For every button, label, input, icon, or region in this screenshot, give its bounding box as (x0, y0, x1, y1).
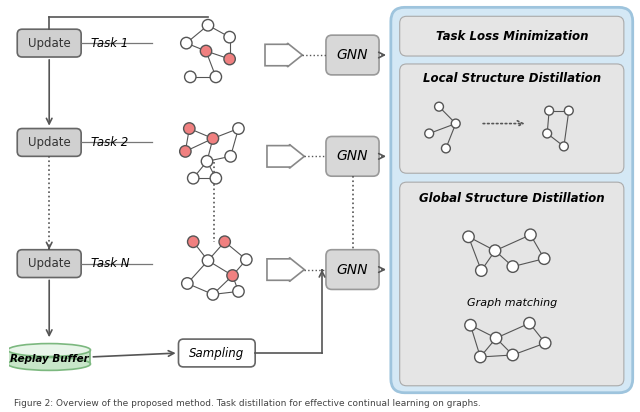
Text: Sampling: Sampling (189, 346, 244, 360)
FancyBboxPatch shape (8, 350, 90, 364)
Circle shape (188, 236, 199, 248)
Circle shape (233, 123, 244, 134)
Ellipse shape (8, 358, 90, 370)
FancyBboxPatch shape (326, 250, 379, 290)
Circle shape (210, 173, 221, 184)
Polygon shape (265, 43, 302, 67)
Circle shape (545, 106, 554, 115)
Circle shape (476, 265, 487, 276)
Circle shape (463, 231, 474, 243)
FancyBboxPatch shape (400, 182, 624, 386)
FancyBboxPatch shape (400, 64, 624, 173)
FancyBboxPatch shape (400, 16, 624, 56)
Circle shape (564, 106, 573, 115)
Text: Figure 2: Overview of the proposed method. Task distillation for effective conti: Figure 2: Overview of the proposed metho… (14, 399, 481, 408)
Circle shape (224, 53, 236, 65)
Text: Update: Update (28, 136, 70, 149)
Circle shape (435, 102, 444, 111)
Circle shape (202, 255, 214, 267)
Circle shape (475, 351, 486, 363)
Circle shape (507, 349, 518, 361)
Circle shape (490, 332, 502, 344)
Text: Replay Buffer: Replay Buffer (10, 354, 88, 364)
Ellipse shape (8, 344, 90, 356)
Circle shape (507, 261, 518, 272)
Text: Task 1: Task 1 (91, 37, 128, 49)
Circle shape (451, 119, 460, 128)
FancyBboxPatch shape (326, 35, 379, 75)
Circle shape (207, 133, 219, 144)
Circle shape (540, 337, 551, 349)
Text: Update: Update (28, 37, 70, 49)
Circle shape (207, 289, 219, 300)
FancyBboxPatch shape (17, 250, 81, 278)
Circle shape (524, 317, 535, 329)
Circle shape (184, 123, 195, 134)
Text: Global Structure Distillation: Global Structure Distillation (419, 192, 605, 204)
Circle shape (210, 71, 221, 83)
Text: Graph matching: Graph matching (467, 298, 557, 308)
Text: Task 2: Task 2 (91, 136, 128, 149)
Circle shape (180, 37, 192, 49)
Circle shape (465, 319, 476, 331)
Text: Task Loss Minimization: Task Loss Minimization (436, 30, 588, 43)
FancyBboxPatch shape (17, 29, 81, 57)
Circle shape (525, 229, 536, 241)
Text: GNN: GNN (337, 262, 368, 276)
Circle shape (184, 71, 196, 83)
Text: GNN: GNN (337, 149, 368, 163)
Circle shape (442, 144, 451, 153)
Polygon shape (267, 145, 305, 168)
Text: Update: Update (28, 257, 70, 270)
Circle shape (188, 173, 199, 184)
Text: Task N: Task N (91, 257, 129, 270)
Text: GNN: GNN (337, 48, 368, 62)
Circle shape (224, 31, 236, 43)
Circle shape (202, 156, 212, 167)
Circle shape (241, 254, 252, 265)
Circle shape (490, 245, 500, 256)
Circle shape (182, 278, 193, 289)
Polygon shape (267, 258, 305, 281)
Circle shape (219, 236, 230, 248)
Circle shape (233, 286, 244, 297)
Circle shape (225, 150, 236, 162)
Circle shape (180, 145, 191, 157)
Circle shape (202, 19, 214, 31)
Circle shape (538, 253, 550, 265)
Circle shape (425, 129, 434, 138)
Circle shape (227, 270, 238, 281)
Circle shape (559, 142, 568, 151)
FancyBboxPatch shape (391, 7, 633, 393)
Circle shape (543, 129, 552, 138)
Circle shape (200, 45, 212, 57)
Text: Local Structure Distillation: Local Structure Distillation (422, 73, 601, 85)
FancyBboxPatch shape (179, 339, 255, 367)
FancyBboxPatch shape (326, 136, 379, 176)
FancyBboxPatch shape (17, 129, 81, 156)
